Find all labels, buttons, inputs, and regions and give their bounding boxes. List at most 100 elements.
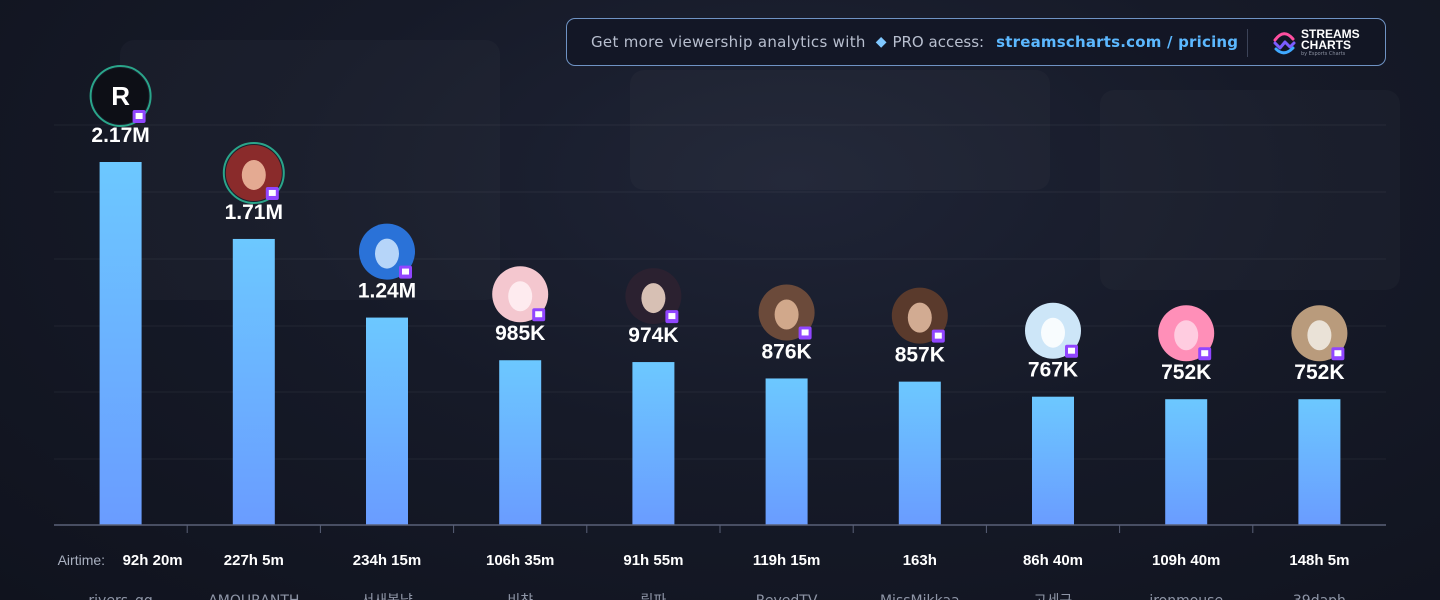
value-label: 2.17M xyxy=(91,124,149,147)
value-label: 752K xyxy=(1294,361,1344,384)
channel-name[interactable]: AMOURANTH xyxy=(208,593,299,600)
vtuber-avatar[interactable] xyxy=(1025,302,1081,359)
twitch-icon xyxy=(1331,347,1345,361)
rivers-logo-avatar[interactable]: R xyxy=(89,65,152,127)
avatar-face xyxy=(907,302,932,333)
bar-AMOURANTH[interactable] xyxy=(232,238,275,525)
twitch-glyph xyxy=(535,311,543,318)
airtime-label: 148h 5m xyxy=(1289,552,1349,569)
diamond-icon: ◆ xyxy=(875,34,887,50)
streamer-avatar[interactable] xyxy=(359,223,415,280)
avatar-face xyxy=(641,283,666,314)
value-label: 974K xyxy=(628,324,678,347)
bar-RevedTV[interactable] xyxy=(765,378,808,525)
airtime-label: 119h 15m xyxy=(753,552,821,569)
channel-name[interactable]: MissMikkaa xyxy=(880,593,960,600)
streamer-avatar[interactable] xyxy=(891,287,948,344)
channel-name[interactable]: 고세구 xyxy=(1034,593,1073,600)
bar-MissMikkaa[interactable] xyxy=(898,381,941,525)
channel-name[interactable]: RevedTV xyxy=(756,593,818,600)
logo-text-streams: STREAMS xyxy=(1301,26,1360,41)
bar-39daph[interactable] xyxy=(1298,399,1341,525)
twitch-icon xyxy=(532,308,546,322)
bars xyxy=(99,162,1341,525)
twitch-icon xyxy=(931,329,945,343)
avatar-ring xyxy=(222,141,285,204)
vtuber-avatar[interactable] xyxy=(492,266,549,323)
value-labels: 2.17M 1.71M 1.24M 985K 974K 876K 857K 767K 752K 7… xyxy=(91,124,1344,384)
twitch-glyph xyxy=(934,332,942,339)
twitch-glyph xyxy=(1201,350,1209,357)
twitch-glyph xyxy=(268,189,276,196)
value-label: 1.24M xyxy=(358,280,416,303)
bar-릴파[interactable] xyxy=(632,362,675,525)
x-axis-labels: Airtime: 92h 20m rivers_gg 227h 5m AMOURANTH… xyxy=(58,552,1350,600)
promo-text: Get more viewership analytics with xyxy=(591,33,866,51)
bar-고세구[interactable] xyxy=(1032,396,1074,525)
avatar-face xyxy=(508,281,533,312)
twitch-icon xyxy=(1065,344,1078,358)
bar-ironmouse[interactable] xyxy=(1165,399,1208,525)
twitch-glyph xyxy=(668,313,676,320)
twitch-icon xyxy=(265,186,279,200)
value-label: 985K xyxy=(495,322,545,345)
channel-name[interactable]: 39daph xyxy=(1293,593,1346,600)
twitch-icon xyxy=(798,326,812,340)
twitch-glyph xyxy=(1068,347,1075,354)
bar-서새봄냥[interactable] xyxy=(366,317,408,525)
airtime-label: 106h 35m xyxy=(486,552,554,569)
avatar-face xyxy=(1041,317,1065,348)
twitch-icon xyxy=(132,110,146,123)
avatar-face xyxy=(1307,320,1332,351)
twitch-glyph xyxy=(402,268,409,275)
bar-비챤[interactable] xyxy=(499,360,542,525)
avatar-face xyxy=(375,238,399,269)
pro-access-label: PRO access: xyxy=(892,33,985,51)
airtime-label: 163h xyxy=(903,552,937,569)
airtime-label: 86h 40m xyxy=(1023,552,1083,569)
cat-avatar[interactable] xyxy=(1291,305,1348,362)
airtime-label: 234h 15m xyxy=(353,552,421,569)
twitch-icon xyxy=(399,265,412,279)
promo-banner[interactable]: Get more viewership analytics with ◆ PRO… xyxy=(566,18,1386,66)
amouranth-avatar[interactable] xyxy=(222,141,285,204)
channel-name[interactable]: ironmouse xyxy=(1149,593,1223,600)
twitch-icon xyxy=(665,310,679,324)
value-label: 752K xyxy=(1161,361,1211,384)
logo-subtext: by Esports Charts xyxy=(1301,50,1346,57)
airtime-label: 227h 5m xyxy=(224,552,284,569)
avatar-face xyxy=(1174,320,1199,351)
twitch-glyph xyxy=(801,329,809,336)
logo-text-charts: CHARTS xyxy=(1301,37,1351,52)
value-label: 876K xyxy=(761,340,811,363)
streams-charts-logo[interactable]: STREAMS CHARTS by Esports Charts xyxy=(1271,25,1371,61)
vtuber-avatar[interactable] xyxy=(1158,305,1215,362)
avatar-face xyxy=(241,159,266,190)
avatar-face xyxy=(774,299,799,330)
pricing-link[interactable]: streamscharts.com / pricing xyxy=(996,33,1239,51)
vtuber-avatar[interactable] xyxy=(625,268,682,325)
value-label: 857K xyxy=(895,344,945,367)
channel-name[interactable]: 서새봄냥 xyxy=(361,593,413,600)
avatar-glyph: R xyxy=(111,81,130,111)
airtime-label: 91h 55m xyxy=(623,552,683,569)
bar-rivers_gg[interactable] xyxy=(99,162,142,525)
promo-divider xyxy=(1247,29,1248,57)
value-label: 1.71M xyxy=(225,201,283,224)
twitch-glyph xyxy=(1334,350,1342,357)
airtime-label: 92h 20m xyxy=(123,552,183,569)
twitch-icon xyxy=(1198,347,1212,361)
channel-name[interactable]: 릴파 xyxy=(641,593,667,600)
channel-name[interactable]: 비챤 xyxy=(507,593,533,600)
avatar-ring xyxy=(89,65,152,127)
streamer-avatar[interactable] xyxy=(758,284,815,341)
channel-name[interactable]: rivers_gg xyxy=(88,593,152,600)
twitch-glyph xyxy=(135,113,143,119)
airtime-label: 109h 40m xyxy=(1152,552,1220,569)
streams-charts-logo-icon xyxy=(1273,32,1296,55)
airtime-prefix: Airtime: xyxy=(58,552,105,568)
value-label: 767K xyxy=(1028,359,1078,382)
x-axis-ticks xyxy=(186,525,1254,533)
avatars: R xyxy=(89,65,1348,362)
